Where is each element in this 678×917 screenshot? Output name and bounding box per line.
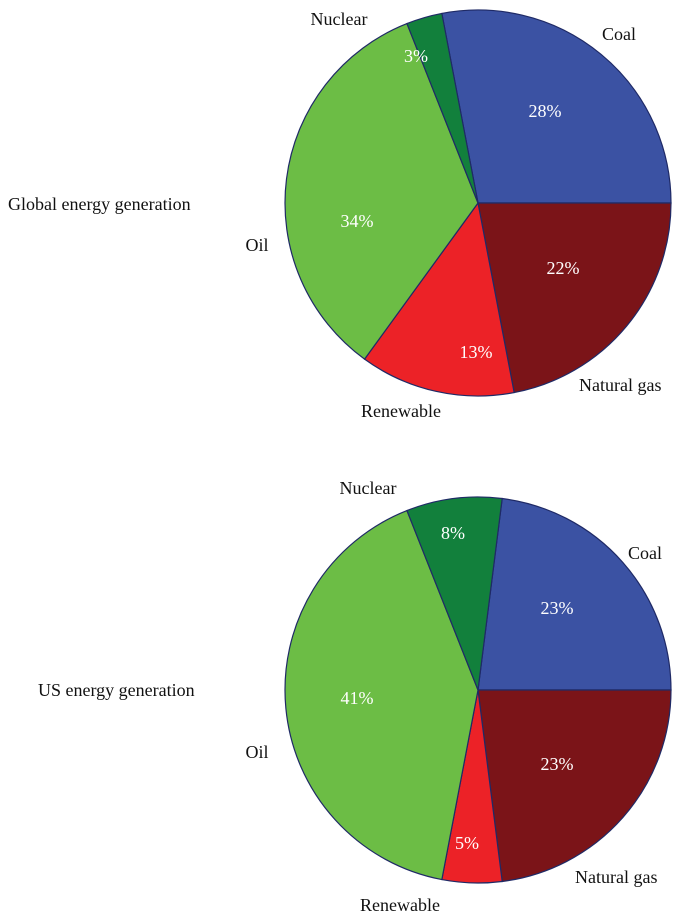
slice-value-label: 41%	[341, 688, 374, 708]
slice-value-label: 5%	[455, 833, 479, 853]
pie-slice-coal	[441, 9, 672, 204]
slice-category-label: Nuclear	[340, 478, 397, 498]
pie-slice-renewable	[363, 201, 515, 397]
pie-slice-nuclear	[406, 496, 503, 691]
pie-slice-oil	[284, 509, 479, 881]
slice-value-label: 3%	[404, 46, 428, 66]
slice-category-label: Natural gas	[579, 375, 661, 395]
slice-value-label: 34%	[341, 211, 374, 231]
slice-category-label: Coal	[628, 543, 662, 563]
slice-value-label: 22%	[547, 258, 580, 278]
slice-category-label: Oil	[245, 235, 268, 255]
slice-category-label: Nuclear	[311, 9, 368, 29]
slice-value-label: 23%	[541, 598, 574, 618]
slice-value-label: 13%	[460, 342, 493, 362]
slice-value-label: 8%	[441, 523, 465, 543]
pie-title-global: Global energy generation	[8, 194, 191, 214]
slice-category-label: Natural gas	[575, 867, 657, 887]
pie-slice-nuclear	[406, 12, 479, 204]
slice-category-label: Renewable	[360, 895, 440, 915]
pie-slice-coal	[477, 497, 672, 691]
slice-value-label: 23%	[541, 754, 574, 774]
pie-slice-natural-gas	[477, 689, 672, 883]
pie-slice-natural-gas	[477, 202, 672, 394]
slice-category-label: Renewable	[361, 401, 441, 421]
pie-slice-oil	[284, 22, 479, 360]
pie-title-us: US energy generation	[38, 680, 195, 700]
slice-category-label: Coal	[602, 24, 636, 44]
slice-value-label: 28%	[529, 101, 562, 121]
pie-chart-global: Global energy generation 28% Coal 22% Natur…	[8, 9, 672, 421]
pie-chart-us: US energy generation 23% Coal 23% Natural g…	[38, 478, 672, 915]
slice-category-label: Oil	[245, 742, 268, 762]
